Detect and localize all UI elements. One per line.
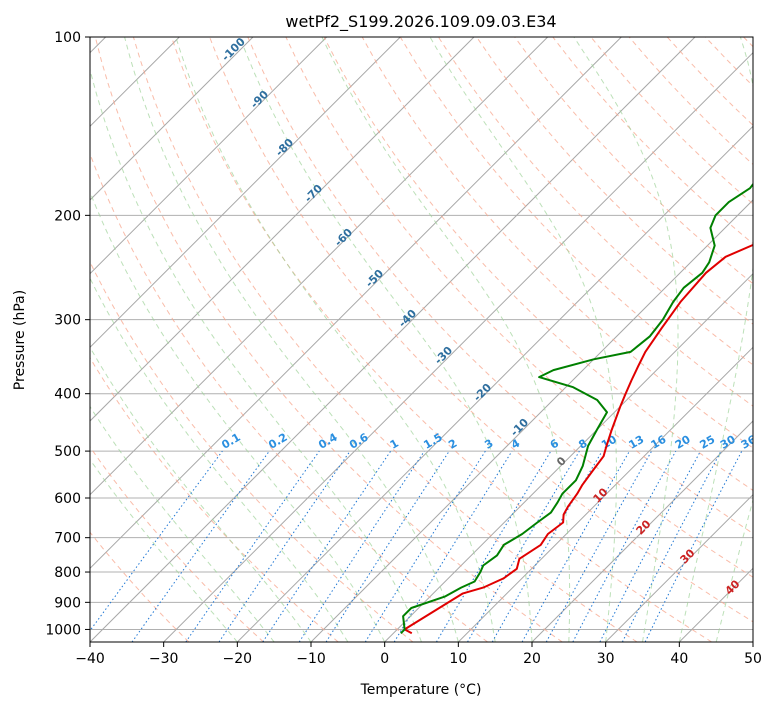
isotherm-line: [90, 37, 328, 275]
dry-adiabat-line: [132, 37, 638, 642]
mixing-ratio-line: [521, 450, 630, 642]
mixing-ratio-line: [185, 450, 320, 642]
dry-adiabat-line: [90, 356, 339, 642]
isotherm-line: [236, 125, 753, 642]
x-axis: −40 −30 −20 −10 0 10 20 30 40 50: [75, 642, 762, 667]
dry-adiabat-line: [90, 152, 488, 642]
isotherm-line: [90, 37, 254, 201]
sounding-series: [400, 182, 753, 635]
y-tick-label: 700: [54, 531, 81, 547]
x-tick-label: 0: [380, 651, 389, 667]
mixing-ratio-line: [218, 450, 351, 642]
dry-adiabat-line: [209, 37, 753, 623]
x-tick-label: 30: [597, 651, 615, 667]
y-tick-label: 500: [54, 444, 81, 460]
isotherm-line: [90, 37, 401, 349]
mixing-ratio-line: [572, 450, 677, 642]
y-tick-label: 300: [54, 313, 81, 329]
dewpoint-line: [400, 182, 753, 634]
mixing-ratio-line: [644, 450, 743, 642]
x-tick-label: −30: [149, 651, 179, 667]
y-tick-label: 400: [54, 387, 81, 403]
mixing-ratio-label: 36: [739, 433, 759, 452]
pressure-gridlines: [90, 37, 753, 630]
isotherm-line: [90, 37, 622, 570]
moist-adiabat-line: [90, 346, 312, 642]
x-tick-label: −40: [75, 651, 105, 667]
dry-adiabat-line: [94, 37, 563, 642]
moist-adiabat-line: [90, 67, 422, 642]
moist-adiabat-line: [429, 37, 617, 642]
dry-adiabat-line: [514, 37, 753, 285]
dry-adiabat-line: [90, 260, 414, 642]
plot-area: 0.1 0.2 0.4 0.6 1 1.5 2 3 4 6 8 10 13 16 20 25 30 36-100-…: [90, 37, 759, 642]
x-tick-label: 50: [744, 651, 762, 667]
mixing-ratio-lines: [90, 450, 743, 642]
isotherm-line: [531, 420, 753, 642]
y-axis: 100 200 300 400 500 600 700 800 900 1000: [45, 30, 90, 638]
moist-adiabats: [90, 37, 753, 642]
y-tick-label: 100: [54, 30, 81, 46]
plot-frame: [89, 36, 754, 643]
dry-adiabats: [90, 37, 753, 642]
y-tick-label: 1000: [45, 622, 81, 638]
moist-adiabat-line: [321, 37, 571, 642]
moist-adiabat-line: [124, 37, 459, 642]
isotherm-line: [605, 493, 753, 642]
y-tick-label: 200: [54, 208, 81, 224]
moist-adiabat-line: [90, 405, 275, 642]
mixing-ratio-line: [393, 450, 513, 642]
moist-adiabat-line: [175, 37, 496, 642]
mixing-ratio-line: [298, 450, 425, 642]
dry-adiabat-line: [90, 446, 264, 642]
mixing-ratio-line: [131, 450, 270, 642]
dry-adiabat-line: [399, 37, 753, 407]
x-axis-title: Temperature (°C): [360, 682, 482, 698]
x-tick-label: 40: [670, 651, 688, 667]
moist-adiabat-line: [90, 190, 386, 642]
x-tick-label: −10: [296, 651, 326, 667]
y-tick-label: 900: [54, 595, 81, 611]
dry-adiabat-line: [247, 37, 753, 578]
y-tick-label: 600: [54, 491, 81, 507]
dry-adiabat-line: [90, 531, 190, 642]
moist-adiabat-line: [239, 37, 533, 642]
x-tick-label: 20: [523, 651, 541, 667]
chart-title: wetPf2_S199.2026.109.09.03.E34: [285, 12, 556, 32]
mixing-ratio-line: [90, 450, 223, 632]
isotherm-line: [163, 51, 753, 642]
y-tick-label: 800: [54, 565, 81, 581]
mixing-ratio-line: [262, 450, 392, 642]
isotherm-line: [90, 37, 549, 496]
mixing-ratio-line: [545, 450, 653, 642]
mixing-ratio-line: [325, 450, 450, 642]
dry-adiabat-line: [361, 37, 753, 449]
x-tick-label: 10: [449, 651, 467, 667]
dry-adiabat-line: [171, 37, 712, 642]
moist-adiabat-line: [573, 37, 679, 642]
isotherm-line: [457, 346, 753, 642]
isotherm-line: [90, 37, 475, 422]
y-axis-title: Pressure (hPa): [12, 290, 28, 390]
moist-adiabat-line: [90, 458, 238, 642]
isotherm-line: [384, 272, 753, 642]
temperature-line: [403, 243, 753, 635]
moist-adiabat-line: [90, 277, 349, 642]
x-tick-label: −20: [223, 651, 253, 667]
